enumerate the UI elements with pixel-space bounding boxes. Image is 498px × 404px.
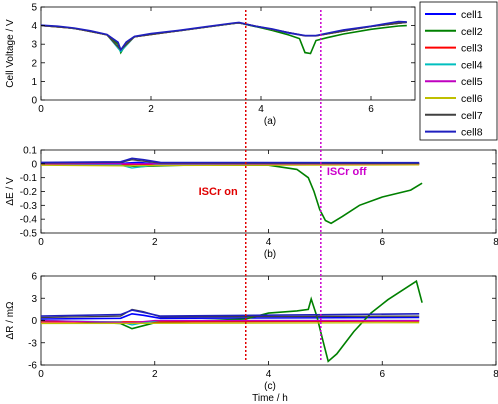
x-tick-label: 0 [38,237,44,248]
legend-entry: cell1 [425,9,483,21]
series-line-cell1 [40,312,420,320]
series-line-cell6 [40,322,420,325]
series-line-cell2 [40,279,423,363]
y-axis-label: ΔR / mΩ [5,301,16,340]
x-tick-label: 6 [379,237,385,248]
series-line-cell5 [40,319,420,324]
x-tick-label: 4 [258,104,264,115]
y-tick-label: 3 [31,40,37,51]
series-line-cell7 [40,308,420,319]
x-tick-label: 8 [493,369,498,380]
series-line-cell4 [40,21,407,53]
y-tick-label: 0.1 [23,146,37,157]
y-tick-label: -6 [28,361,37,372]
y-tick-label: -0.4 [20,215,38,226]
legend-entry: cell8 [425,127,483,139]
annotation-iscr-on: ISCr on [199,186,238,198]
y-tick-label: -0.3 [20,201,38,212]
series-line-cell8 [40,157,420,164]
x-tick-label: 4 [266,237,272,248]
legend-entry: cell7 [425,110,483,122]
series-line-cell2 [40,21,407,55]
x-tick-label: 2 [152,369,158,380]
y-tick-label: 6 [31,272,37,283]
series-group [40,279,423,363]
x-tick-label: 6 [368,104,374,115]
series-line-cell7 [40,21,407,51]
legend-label: cell2 [461,26,483,38]
series-line-cell1 [40,21,407,53]
y-axis-label: Cell Voltage / V [5,19,16,88]
legend-entry: cell5 [425,76,483,88]
x-tick-label: 0 [38,104,44,115]
x-axis-label: Time / h [252,393,288,404]
series-line-cell5 [40,21,407,51]
panel-c: 0 2 4 6 8 6 3 0 -3 -6 ΔR / mΩ (c)Time / h [5,272,498,404]
y-tick-label: 1 [31,77,37,88]
legend-label: cell4 [461,59,483,71]
legend-label: cell7 [461,110,483,122]
x-tick-label: 4 [266,369,272,380]
x-tick-label: 0 [38,369,44,380]
y-tick-label: 0 [31,316,37,327]
x-tick-label: 2 [148,104,154,115]
series-line-cell8 [40,309,420,317]
y-tick-label: 0 [31,159,37,170]
legend-label: cell3 [461,43,483,55]
series-line-cell6 [40,164,420,167]
legend-label: cell8 [461,127,483,139]
panel-a: 0 2 4 6 0 1 2 3 4 5 Cell Voltage / V (a) [5,3,416,127]
iscr-markers [245,10,322,362]
y-tick-label: -3 [28,338,37,349]
y-tick-label: 3 [31,294,37,305]
series-group [40,20,407,55]
y-axis-label: ΔE / V [5,177,16,206]
series-group [40,157,423,225]
legend-entry: cell6 [425,93,483,105]
y-tick-label: -0.5 [20,229,38,240]
x-tick-label: 6 [379,369,385,380]
legend-label: cell5 [461,76,483,88]
legend-box [419,1,498,141]
legend: cell1 cell2 cell3 cell4 cell5 cell6 cell7 cell8 [419,1,498,141]
series-line-cell8 [40,20,407,52]
series-line-cell6 [40,21,407,51]
y-tick-label: 2 [31,58,37,69]
series-line-cell3 [40,21,407,51]
legend-label: cell6 [461,93,483,105]
panel-label: (a) [264,116,276,127]
legend-entry: cell4 [425,59,483,71]
panel-b: 0 2 4 6 8 0.1 0 -0.1 -0.2 -0.3 -0.4 -0.5 ΔE / V (b) IS… [5,146,498,261]
x-tick-label: 2 [152,237,158,248]
y-tick-label: -0.1 [20,173,38,184]
legend-label: cell1 [461,9,483,21]
legend-entry: cell2 [425,26,483,38]
plot-frame [40,6,416,101]
x-tick-label: 8 [493,237,498,248]
y-tick-label: -0.2 [20,187,38,198]
y-tick-label: 4 [31,21,37,32]
annotation-iscr-off: ISCr off [327,166,367,178]
y-tick-label: 0 [31,96,37,107]
panel-label: (b) [264,249,276,260]
legend-entry: cell3 [425,43,483,55]
panel-label: (c) [264,381,276,392]
y-tick-label: 5 [31,3,37,14]
